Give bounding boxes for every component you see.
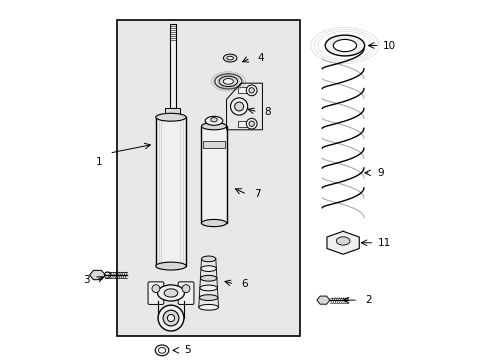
Ellipse shape xyxy=(104,272,110,278)
Text: 2: 2 xyxy=(364,295,371,305)
Bar xyxy=(165,108,180,117)
Text: 6: 6 xyxy=(241,279,247,289)
Text: 5: 5 xyxy=(183,345,190,355)
Ellipse shape xyxy=(199,295,218,301)
Text: 1: 1 xyxy=(96,157,102,167)
FancyBboxPatch shape xyxy=(178,282,194,305)
Bar xyxy=(203,141,224,148)
Text: 9: 9 xyxy=(377,168,383,178)
Ellipse shape xyxy=(158,347,165,353)
Ellipse shape xyxy=(230,98,247,115)
Bar xyxy=(169,24,176,108)
Ellipse shape xyxy=(152,285,160,293)
Text: 11: 11 xyxy=(377,238,390,248)
Text: 10: 10 xyxy=(383,41,395,50)
Polygon shape xyxy=(89,270,105,280)
Ellipse shape xyxy=(246,85,257,96)
Bar xyxy=(155,117,186,266)
Ellipse shape xyxy=(182,285,190,293)
Ellipse shape xyxy=(234,102,243,111)
Ellipse shape xyxy=(155,113,186,121)
Ellipse shape xyxy=(167,315,174,321)
Ellipse shape xyxy=(248,87,254,93)
Ellipse shape xyxy=(155,345,168,356)
Ellipse shape xyxy=(200,285,217,291)
Ellipse shape xyxy=(210,118,217,122)
Ellipse shape xyxy=(246,118,257,129)
Ellipse shape xyxy=(248,121,254,126)
Ellipse shape xyxy=(201,256,215,262)
Ellipse shape xyxy=(198,305,218,310)
Ellipse shape xyxy=(164,289,178,297)
Ellipse shape xyxy=(201,266,216,271)
Ellipse shape xyxy=(219,76,237,87)
Ellipse shape xyxy=(330,243,355,251)
Polygon shape xyxy=(316,296,329,304)
Ellipse shape xyxy=(155,262,186,270)
Ellipse shape xyxy=(157,285,184,301)
Bar xyxy=(117,21,300,336)
Ellipse shape xyxy=(200,275,217,281)
Ellipse shape xyxy=(158,305,183,331)
Ellipse shape xyxy=(205,116,223,125)
Text: 7: 7 xyxy=(253,189,260,199)
FancyBboxPatch shape xyxy=(148,282,163,305)
Text: 4: 4 xyxy=(257,53,264,63)
Bar xyxy=(201,126,226,223)
Ellipse shape xyxy=(333,40,356,51)
Ellipse shape xyxy=(214,74,241,89)
Polygon shape xyxy=(326,231,359,254)
Ellipse shape xyxy=(223,54,237,62)
Ellipse shape xyxy=(226,56,233,60)
Text: 8: 8 xyxy=(264,107,270,117)
Ellipse shape xyxy=(223,78,233,84)
Text: 3: 3 xyxy=(82,275,89,285)
Ellipse shape xyxy=(201,220,226,226)
Bar xyxy=(238,121,253,127)
Ellipse shape xyxy=(325,35,364,56)
Ellipse shape xyxy=(201,123,226,130)
Ellipse shape xyxy=(336,237,349,245)
Bar xyxy=(238,87,253,93)
Ellipse shape xyxy=(163,310,179,326)
